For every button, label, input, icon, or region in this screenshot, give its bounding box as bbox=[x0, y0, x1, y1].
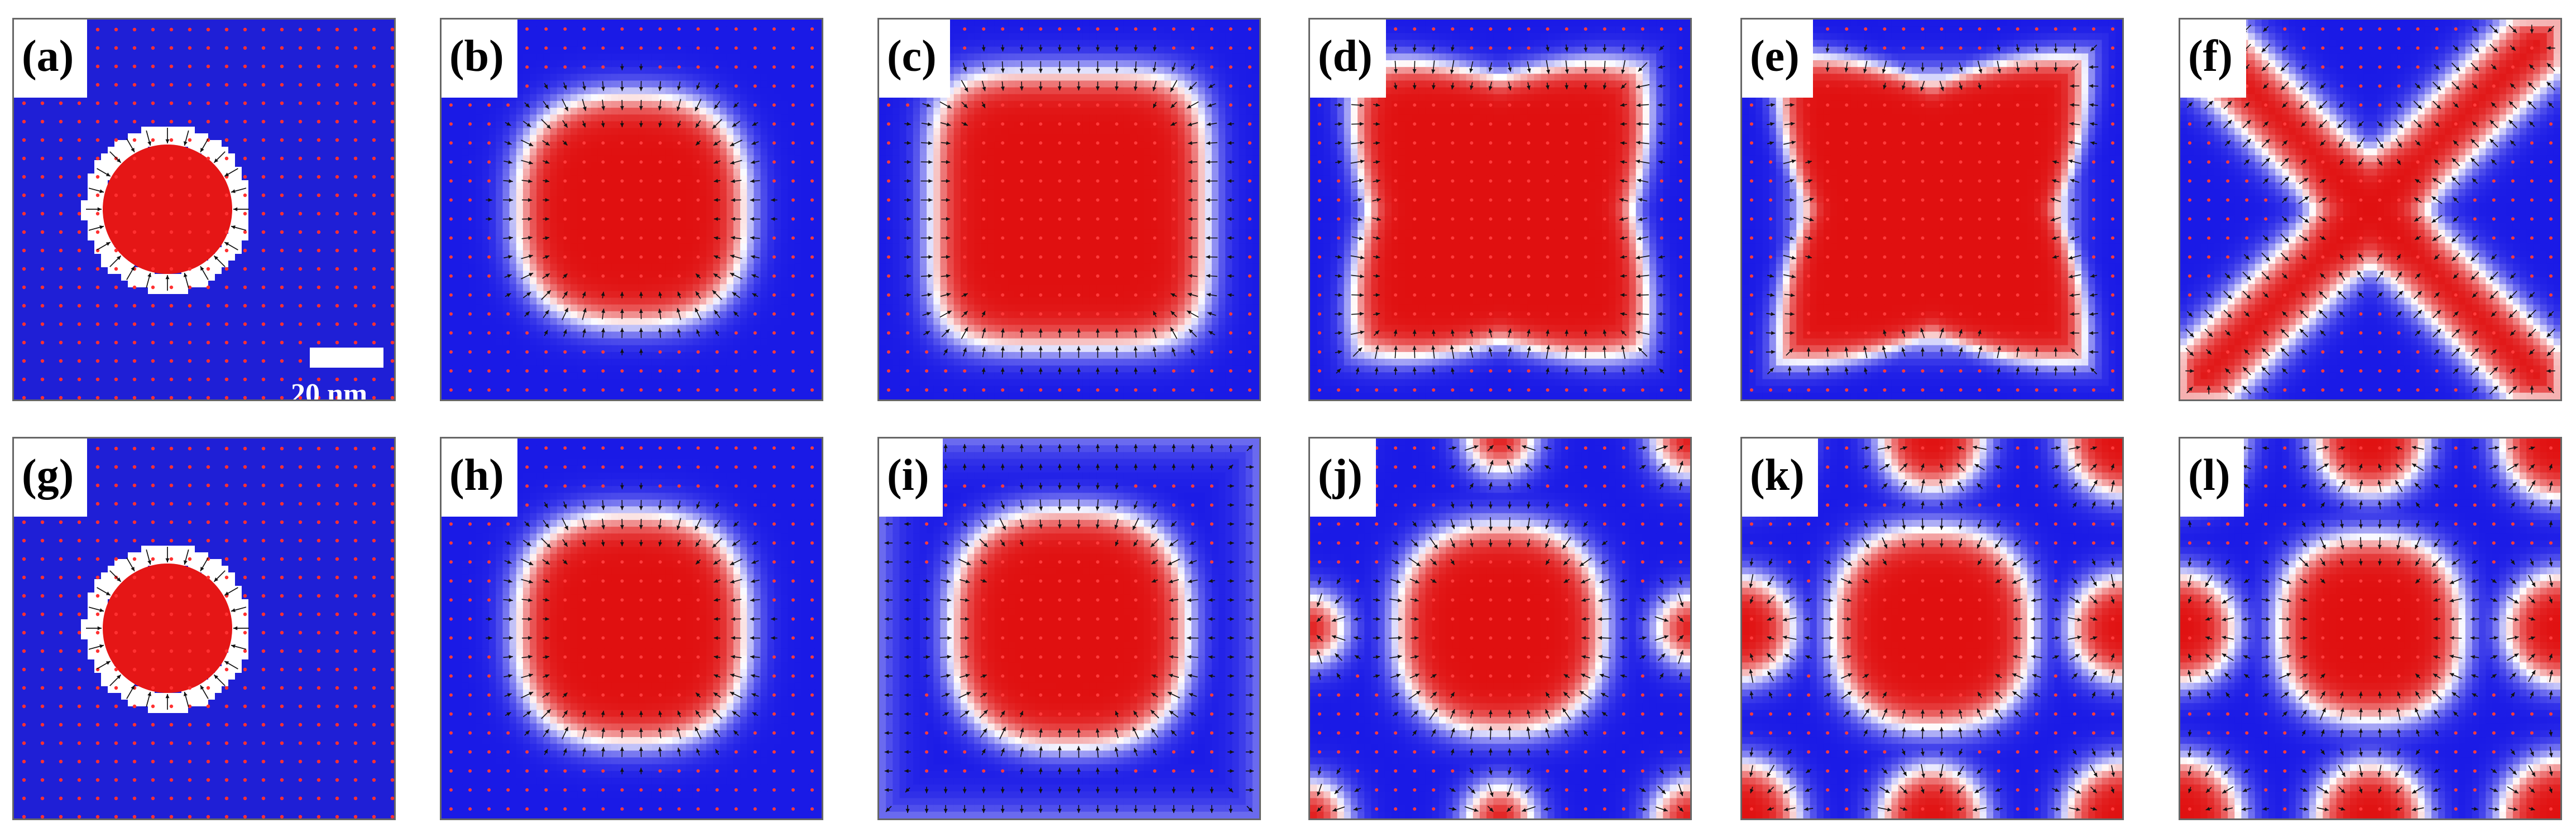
panel-label: (k) bbox=[1742, 439, 1818, 517]
panel-f: (f) bbox=[2179, 18, 2562, 401]
panel-label: (c) bbox=[879, 20, 950, 98]
panel-l: (l) bbox=[2179, 437, 2562, 820]
panel-d: (d) bbox=[1308, 18, 1692, 401]
panel-h: (h) bbox=[440, 437, 823, 820]
scale-bar bbox=[310, 348, 383, 368]
panel-label: (l) bbox=[2180, 439, 2244, 517]
field-map bbox=[1310, 439, 1690, 818]
field-map bbox=[879, 439, 1259, 818]
panel-b: (b) bbox=[440, 18, 823, 401]
scale-bar-label: 20 nm bbox=[291, 378, 367, 399]
panel-g: (g) bbox=[12, 437, 396, 820]
panel-k: (k) bbox=[1740, 437, 2124, 820]
field-map bbox=[1742, 20, 2122, 399]
panel-label: (i) bbox=[879, 439, 943, 517]
panel-label: (g) bbox=[14, 439, 88, 517]
panel-label: (b) bbox=[442, 20, 517, 98]
panel-label: (j) bbox=[1310, 439, 1376, 517]
panel-i: (i) bbox=[877, 437, 1261, 820]
panel-j: (j) bbox=[1308, 437, 1692, 820]
panel-label: (a) bbox=[14, 20, 88, 98]
panel-label: (h) bbox=[442, 439, 517, 517]
panel-e: (e) bbox=[1740, 18, 2124, 401]
field-map bbox=[2180, 439, 2560, 818]
panel-label: (d) bbox=[1310, 20, 1386, 98]
field-map bbox=[2180, 20, 2560, 399]
panel-label: (e) bbox=[1742, 20, 1813, 98]
panel-c: (c) bbox=[877, 18, 1261, 401]
field-map bbox=[14, 20, 394, 399]
panel-label: (f) bbox=[2180, 20, 2246, 98]
panel-a: (a) 20 nm bbox=[12, 18, 396, 401]
field-map bbox=[442, 439, 822, 818]
